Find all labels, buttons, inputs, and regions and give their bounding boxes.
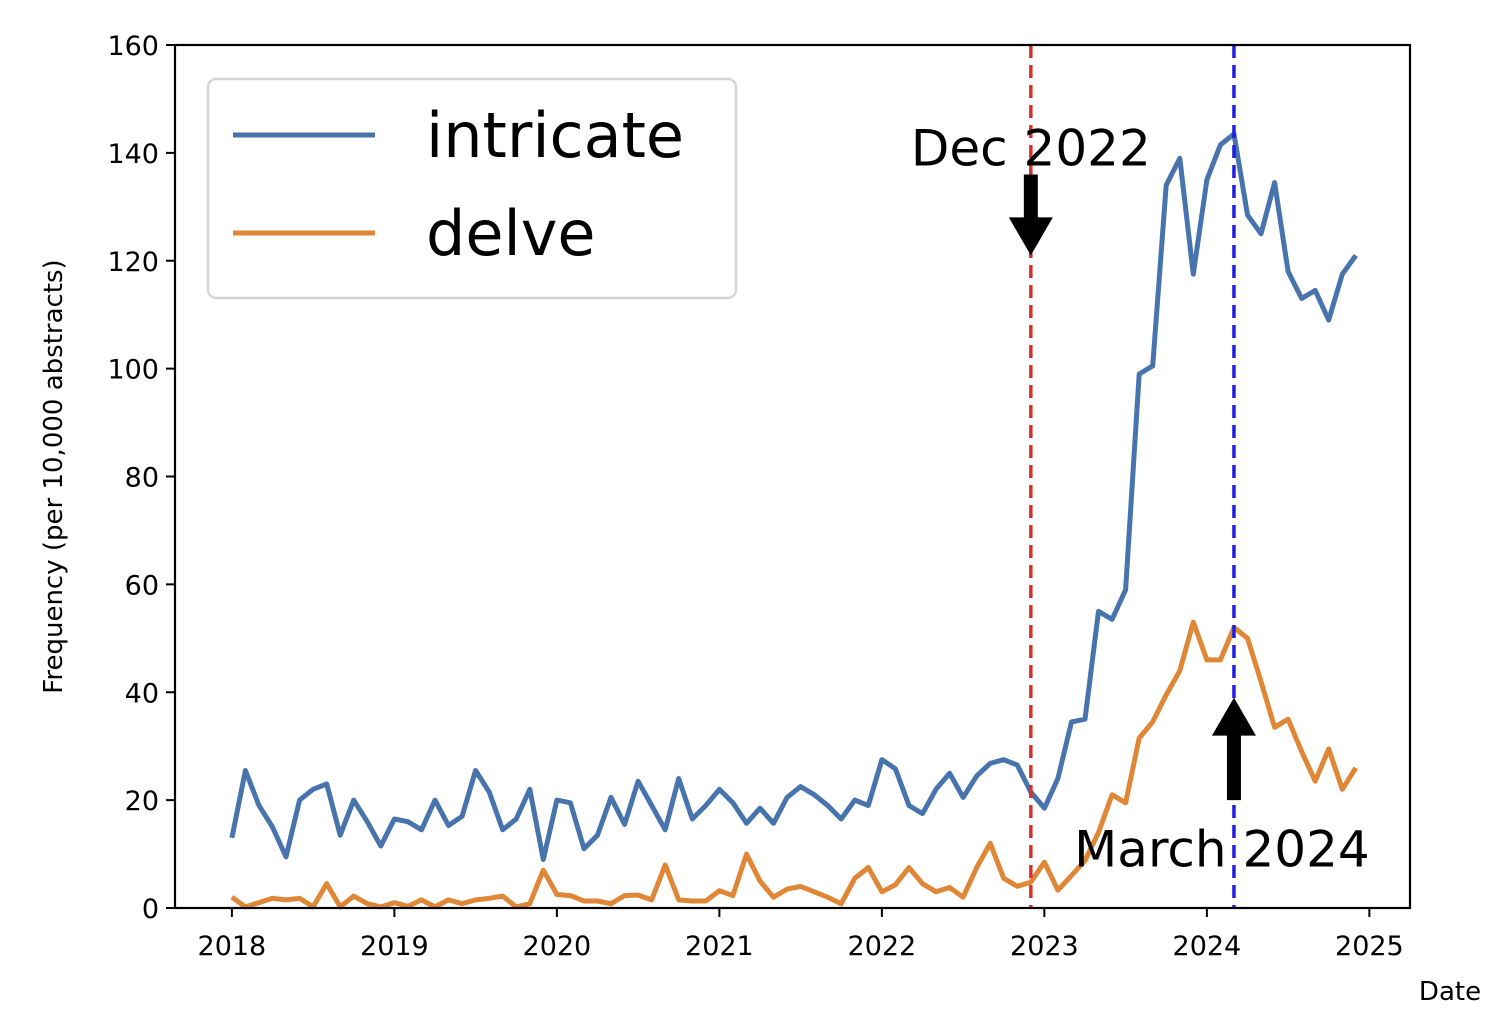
annotation-arrow-dec-2022: [1008, 174, 1053, 256]
y-tick-label: 120: [107, 247, 159, 278]
y-tick-label: 160: [107, 31, 159, 62]
legend-label-delve: delve: [426, 197, 596, 270]
x-tick-label: 2022: [848, 931, 917, 962]
y-tick-label: 0: [142, 894, 159, 925]
y-tick-label: 140: [107, 139, 159, 170]
y-axis-ticks: 0 20 40 60 80 100 120 140 160: [107, 31, 175, 925]
x-axis-ticks: 2018 2019 2020 2021 2022 2023 2024 2025: [198, 908, 1404, 962]
annotation-label-march-2024: March 2024: [1074, 821, 1370, 879]
y-tick-label: 60: [125, 570, 159, 601]
x-tick-label: 2018: [198, 931, 267, 962]
annotation-label-dec-2022: Dec 2022: [911, 119, 1151, 177]
x-tick-label: 2023: [1010, 931, 1079, 962]
series-line-delve: [230, 619, 1358, 910]
x-tick-label: 2019: [360, 931, 429, 962]
x-tick-label: 2024: [1173, 931, 1242, 962]
series-layer: [229, 131, 1358, 910]
y-tick-label: 100: [107, 355, 159, 386]
x-tick-label: 2020: [523, 931, 592, 962]
annotations: Dec 2022 March 2024: [911, 119, 1370, 878]
series-line-intricate: [229, 131, 1358, 862]
x-tick-label: 2021: [685, 931, 754, 962]
legend-label-intricate: intricate: [426, 99, 684, 172]
y-tick-label: 20: [125, 786, 159, 817]
legend: intricate delve: [206, 77, 738, 300]
x-tick-label: 2025: [1335, 931, 1404, 962]
y-axis-title: Frequency (per 10,000 abstracts): [39, 259, 69, 693]
x-axis-title: Date: [1419, 977, 1481, 1007]
y-tick-label: 40: [125, 678, 159, 709]
annotation-arrow-march-2024: [1211, 697, 1256, 801]
y-tick-label: 80: [125, 463, 159, 494]
